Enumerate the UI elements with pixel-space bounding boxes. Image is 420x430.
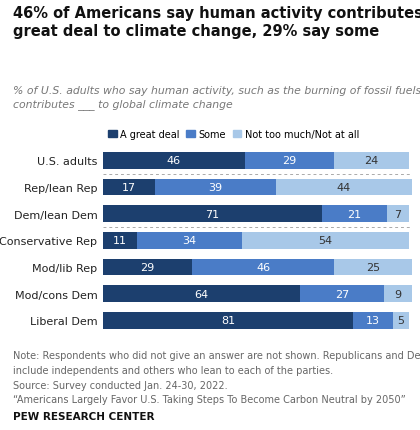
Text: “Americans Largely Favor U.S. Taking Steps To Become Carbon Neutral by 2050”: “Americans Largely Favor U.S. Taking Ste… [13, 394, 405, 404]
Bar [103, 206, 322, 222]
Bar [334, 153, 409, 169]
Bar [334, 259, 412, 276]
Text: 81: 81 [221, 316, 235, 326]
Bar [103, 179, 155, 196]
Text: 39: 39 [208, 182, 223, 193]
Text: PEW RESEARCH CENTER: PEW RESEARCH CENTER [13, 411, 154, 421]
Legend: A great deal, Some, Not too much/Not at all: A great deal, Some, Not too much/Not at … [108, 129, 359, 139]
Bar [155, 179, 276, 196]
Bar [103, 259, 192, 276]
Text: 64: 64 [194, 289, 209, 299]
Bar [192, 259, 334, 276]
Text: 27: 27 [335, 289, 349, 299]
Bar [103, 286, 300, 302]
Text: 29: 29 [283, 156, 297, 166]
Text: 11: 11 [113, 236, 127, 246]
Text: 9: 9 [394, 289, 401, 299]
Text: 25: 25 [366, 262, 380, 273]
Text: 71: 71 [205, 209, 220, 219]
Text: Note: Respondents who did not give an answer are not shown. Republicans and Demo: Note: Respondents who did not give an an… [13, 350, 420, 360]
Text: 13: 13 [366, 316, 380, 326]
Bar [384, 286, 412, 302]
Text: 7: 7 [394, 209, 401, 219]
Bar [387, 206, 409, 222]
Bar [276, 179, 412, 196]
Text: 29: 29 [141, 262, 155, 273]
Text: % of U.S. adults who say human activity, such as the burning of fossil fuels,
co: % of U.S. adults who say human activity,… [13, 86, 420, 109]
Text: 34: 34 [182, 236, 197, 246]
Bar [322, 206, 387, 222]
Bar [242, 233, 409, 249]
Bar [103, 233, 137, 249]
Bar [300, 286, 384, 302]
Text: 46% of Americans say human activity contributes a
great deal to climate change, : 46% of Americans say human activity cont… [13, 6, 420, 40]
Bar [103, 313, 353, 329]
Text: 5: 5 [397, 316, 404, 326]
Text: 46: 46 [256, 262, 270, 273]
Text: Source: Survey conducted Jan. 24-30, 2022.: Source: Survey conducted Jan. 24-30, 202… [13, 380, 227, 390]
Bar [103, 153, 245, 169]
Text: 24: 24 [364, 156, 378, 166]
Bar [393, 313, 409, 329]
Text: include independents and others who lean to each of the parties.: include independents and others who lean… [13, 365, 333, 375]
Bar [137, 233, 242, 249]
Bar [353, 313, 393, 329]
Text: 17: 17 [122, 182, 136, 193]
Text: 46: 46 [167, 156, 181, 166]
Text: 44: 44 [336, 182, 351, 193]
Text: 21: 21 [347, 209, 362, 219]
Text: 54: 54 [318, 236, 332, 246]
Bar [245, 153, 334, 169]
